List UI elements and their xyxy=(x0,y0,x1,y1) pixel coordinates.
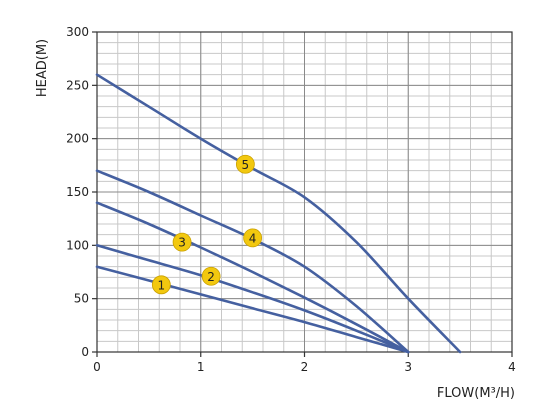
series-marker-1 xyxy=(151,275,171,295)
series-marker-label-5: 5 xyxy=(242,158,250,172)
y-tick-label: 250 xyxy=(66,78,89,92)
y-tick-label: 300 xyxy=(66,25,89,39)
x-axis-title: FLOW(M³/H) xyxy=(437,386,515,401)
x-tick-label: 3 xyxy=(404,360,412,374)
y-tick-label: 100 xyxy=(66,238,89,252)
series-line-2 xyxy=(95,244,410,354)
series-marker-3 xyxy=(172,232,192,252)
series-markers: 1 2 3 4 5 xyxy=(151,154,263,295)
y-axis-title: HEAD(M) xyxy=(35,39,50,97)
y-tick-label: 150 xyxy=(66,185,89,199)
x-tick-label: 4 xyxy=(508,360,516,374)
series-marker-label-4: 4 xyxy=(249,231,257,245)
tick-labels: 0 1 2 3 4 0 50 100 150 200 250 300 xyxy=(66,25,516,374)
y-tick-label: 0 xyxy=(81,345,89,359)
series-marker-4 xyxy=(243,228,263,248)
axes xyxy=(92,31,513,357)
y-tick-label: 50 xyxy=(74,292,89,306)
y-tick-label: 200 xyxy=(66,132,89,146)
series-line-3 xyxy=(95,201,410,354)
series-marker-label-1: 1 xyxy=(158,278,166,292)
series-line-1 xyxy=(95,265,410,354)
series-marker-label-3: 3 xyxy=(178,236,186,250)
series-marker-label-2: 2 xyxy=(207,270,215,284)
x-tick-label: 0 xyxy=(93,360,101,374)
series-marker-5 xyxy=(235,154,255,174)
series-marker-2 xyxy=(201,266,221,286)
series-line-4 xyxy=(95,169,410,354)
x-tick-label: 2 xyxy=(301,360,309,374)
x-tick-label: 1 xyxy=(197,360,205,374)
series-line-5 xyxy=(95,73,462,354)
